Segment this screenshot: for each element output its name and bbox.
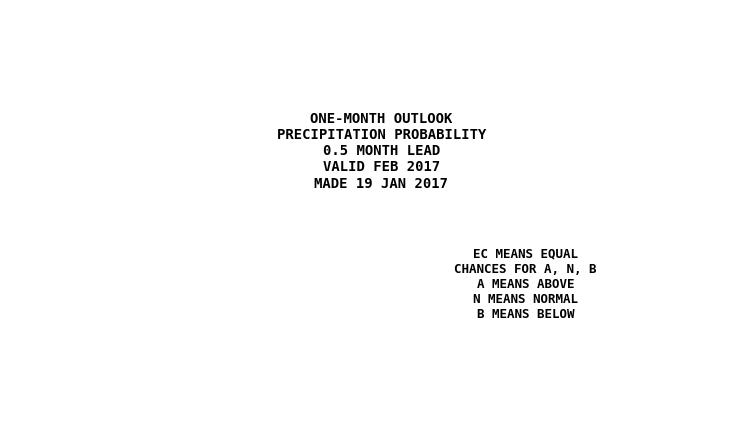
Text: ONE-MONTH OUTLOOK
PRECIPITATION PROBABILITY
0.5 MONTH LEAD
VALID FEB 2017
MADE 1: ONE-MONTH OUTLOOK PRECIPITATION PROBABIL… bbox=[277, 112, 486, 190]
Text: EC MEANS EQUAL
CHANCES FOR A, N, B
A MEANS ABOVE
N MEANS NORMAL
B MEANS BELOW: EC MEANS EQUAL CHANCES FOR A, N, B A MEA… bbox=[454, 247, 597, 320]
